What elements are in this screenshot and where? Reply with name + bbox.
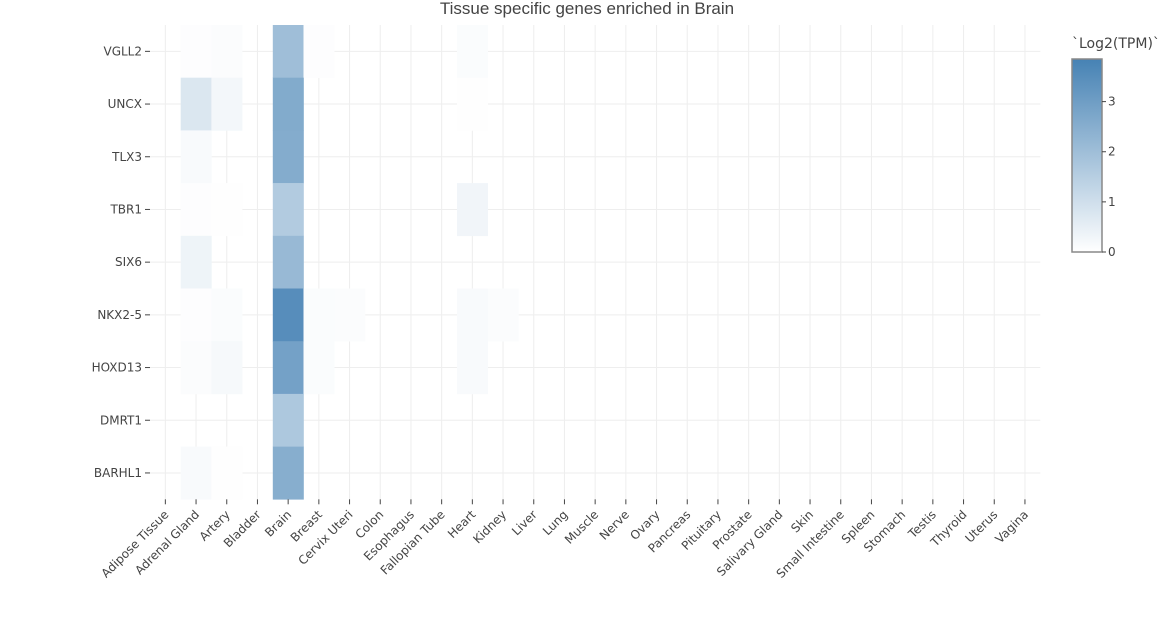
heatmap-cell <box>303 288 335 342</box>
heatmap-cell <box>180 25 212 78</box>
heatmap-cell <box>180 446 212 500</box>
colorbar: `Log2(TPM)` 0 1 2 3 <box>1071 36 1160 259</box>
heatmap-cell <box>272 235 304 289</box>
heatmap-cell <box>211 183 243 237</box>
y-tick-label: TLX3 <box>111 150 142 164</box>
heatmap-cell <box>180 235 212 289</box>
heatmap-cell <box>272 446 304 500</box>
heatmap-cell <box>180 130 212 184</box>
heatmap-cell <box>272 393 304 447</box>
y-tick-label: NKX2-5 <box>97 308 142 322</box>
heatmap-cell <box>457 288 488 342</box>
heatmap-cell <box>272 341 304 395</box>
colorbar-tick-label: 2 <box>1108 145 1116 159</box>
heatmap-cell <box>272 130 304 184</box>
heatmap-cell <box>211 341 243 395</box>
heatmap-cell <box>272 77 304 131</box>
heatmap-cell <box>272 183 304 237</box>
heatmap-cell <box>303 25 335 78</box>
y-tick-label: SIX6 <box>115 255 142 269</box>
chart-title: Tissue specific genes enriched in Brain <box>440 0 734 18</box>
y-tick-label: DMRT1 <box>100 413 142 427</box>
heatmap-cell <box>211 288 243 342</box>
heatmap-cell <box>457 77 488 131</box>
colorbar-tick-label: 1 <box>1108 195 1116 209</box>
heatmap-cell <box>457 341 488 395</box>
y-tick-label: VGLL2 <box>103 44 142 58</box>
heatmap-cell <box>457 183 488 237</box>
x-tick-label: Liver <box>509 507 540 538</box>
colorbar-gradient <box>1071 58 1103 253</box>
x-tick-label: Muscle <box>562 508 601 547</box>
heatmap-cell <box>180 341 212 395</box>
heatmap-cell <box>180 288 212 342</box>
heatmap-cell <box>457 25 488 78</box>
colorbar-tick-label: 3 <box>1108 95 1116 109</box>
heatmap-cell <box>272 288 304 342</box>
heatmap-cell <box>211 77 243 131</box>
colorbar-tick-label: 0 <box>1108 245 1116 259</box>
heatmap-cell <box>211 25 243 78</box>
heatmap-cell <box>180 183 212 237</box>
heatmap-cell <box>303 341 335 395</box>
y-tick-label: HOXD13 <box>92 361 142 375</box>
y-tick-label: BARHL1 <box>94 466 142 480</box>
colorbar-title: `Log2(TPM)` <box>1072 36 1160 52</box>
y-tick-label: TBR1 <box>109 202 142 216</box>
y-axis: VGLL2 UNCX TLX3 TBR1 SIX6 NKX2-5 HOXD13 DMRT1 BA… <box>92 44 150 480</box>
grid-lines <box>150 25 1041 500</box>
x-tick-label: Kidney <box>470 508 509 547</box>
y-tick-label: UNCX <box>108 97 142 111</box>
x-tick-label: Nerve <box>597 508 632 543</box>
x-tick-label: Vagina <box>993 508 1032 547</box>
heatmap-cell <box>272 25 304 78</box>
heatmap-cell <box>180 77 212 131</box>
heatmap-cells <box>180 25 519 500</box>
x-tick-label: Uterus <box>962 508 1000 546</box>
heatmap-cell <box>211 446 243 500</box>
heatmap-cell <box>487 288 519 342</box>
heatmap-cell <box>334 288 366 342</box>
